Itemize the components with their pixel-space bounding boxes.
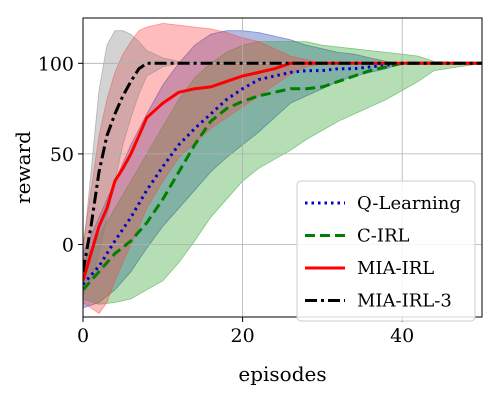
legend-label-c-irl: C-IRL [357, 226, 410, 247]
legend-label-mia-irl: MIA-IRL [357, 258, 434, 279]
x-tick-label-0: 0 [77, 325, 89, 347]
line-q-learning [83, 61, 482, 286]
series-lines [83, 61, 482, 291]
legend-box [296, 180, 476, 322]
y-tick-label-50: 50 [50, 144, 74, 166]
y-tick-label-100: 100 [38, 53, 74, 75]
legend-label-q-learning: Q-Learning [357, 193, 461, 214]
x-tick-label-20: 20 [231, 325, 255, 347]
y-axis-label: reward [11, 131, 35, 204]
line-mia-irl-3 [83, 61, 482, 272]
x-axis-label: episodes [238, 362, 326, 386]
legend: Q-Learning C-IRL MIA-IRL MIA-IRL-3 [296, 180, 476, 322]
line-mia-irl [83, 61, 482, 282]
axis-ticks: 0 20 40 0 50 100 [38, 53, 415, 347]
y-tick-label-0: 0 [62, 235, 74, 257]
line-c-irl [83, 61, 482, 291]
plot-frame [82, 17, 483, 318]
legend-label-mia-irl-3: MIA-IRL-3 [357, 291, 452, 312]
x-tick-label-40: 40 [390, 325, 414, 347]
